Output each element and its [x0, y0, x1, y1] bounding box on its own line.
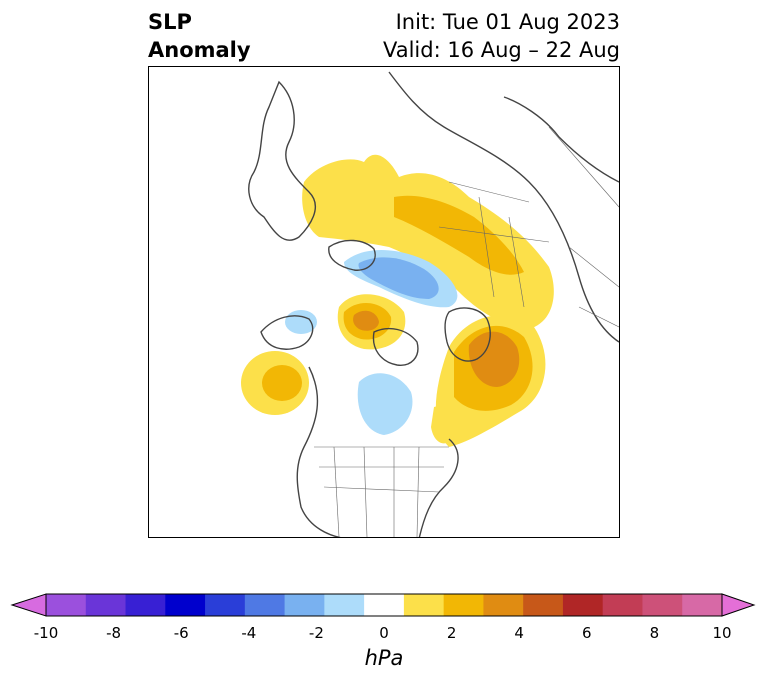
colorbar-tick-label: 10 — [712, 624, 732, 642]
colorbar-segment — [403, 594, 445, 616]
colorbar-segment — [85, 594, 127, 616]
anomaly-map — [148, 66, 620, 538]
colorbar-segment — [244, 594, 286, 616]
init-date: Init: Tue 01 Aug 2023 — [395, 10, 620, 34]
colorbar-segment — [642, 594, 683, 616]
colorbar-tick-label: -6 — [173, 624, 189, 642]
colorbar-frame — [45, 593, 723, 617]
valid-range: Valid: 16 Aug – 22 Aug — [382, 38, 620, 62]
colorbar-tick-label: -8 — [106, 624, 122, 642]
colorbar-segment — [682, 594, 723, 616]
map-canvas — [241, 71, 619, 537]
colorbar-segment — [284, 594, 325, 616]
colorbar — [10, 593, 756, 617]
colorbar-segment — [324, 594, 365, 616]
colorbar-segment — [125, 594, 166, 616]
positive-anomaly-eurasia — [302, 154, 554, 329]
colorbar-tick-label: 4 — [514, 624, 524, 642]
colorbar-segment — [165, 594, 206, 616]
anomaly-shading — [241, 154, 554, 447]
coastlines — [248, 71, 619, 537]
colorbar-segment — [483, 594, 524, 616]
positive-anomaly-atlantic-tail — [431, 406, 460, 444]
colorbar-segment — [523, 594, 564, 616]
colorbar-tick-label: 8 — [649, 624, 660, 642]
map-dates: Init: Tue 01 Aug 2023 Valid: 16 Aug – 22… — [383, 8, 620, 64]
map-title: SLP Anomaly — [148, 8, 251, 64]
positive-anomaly-pacific-core — [262, 365, 302, 401]
positive-anomaly-alaska-core — [353, 310, 379, 331]
colorbar-tick-label: 0 — [379, 624, 389, 642]
colorbar-tick-label: -2 — [308, 624, 324, 642]
positive-anomaly-eurasia-inner — [394, 195, 524, 275]
colorbar-extend-low — [10, 593, 47, 617]
colorbar-tick-label: 6 — [582, 624, 592, 642]
negative-anomaly-siberia-core — [358, 257, 439, 299]
colorbar-segment — [602, 594, 643, 616]
colorbar-tick-label: -4 — [241, 624, 257, 642]
colorbar-extend-high — [721, 593, 756, 617]
title-type: Anomaly — [148, 38, 251, 62]
positive-anomaly-greenland-core — [468, 331, 520, 387]
colorbar-segment — [46, 594, 87, 616]
colorbar-unit-label: hPa — [364, 646, 404, 670]
colorbar-segment — [443, 594, 484, 616]
colorbar-segment — [364, 594, 405, 616]
negative-anomaly-canada — [357, 373, 413, 435]
colorbar-tick-label: 2 — [446, 624, 457, 642]
colorbar-segment — [205, 594, 246, 616]
political-borders — [314, 126, 619, 537]
colorbar-tick-label: -10 — [33, 624, 59, 642]
title-variable: SLP — [148, 10, 192, 34]
colorbar-segment — [562, 594, 604, 616]
